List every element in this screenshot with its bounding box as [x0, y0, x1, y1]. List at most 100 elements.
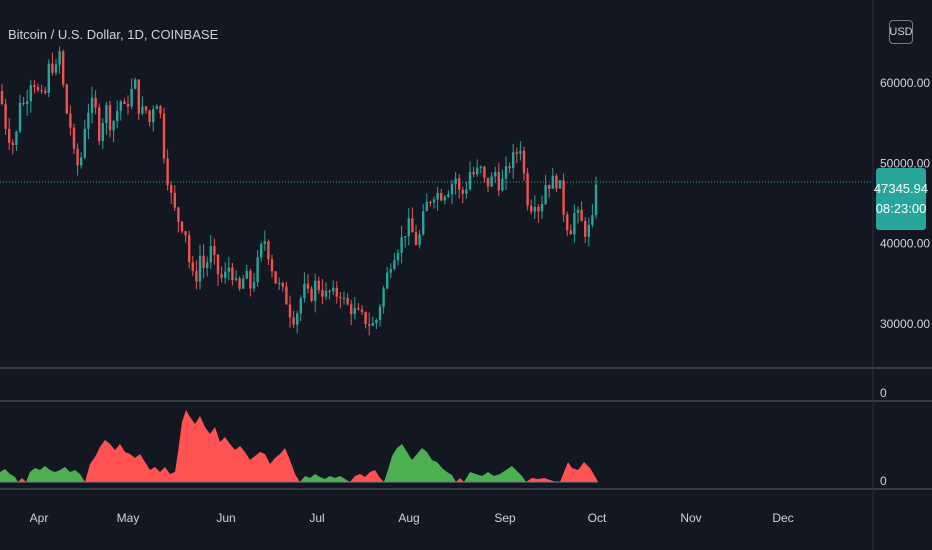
time-axis-label: Oct	[588, 511, 607, 525]
candle-body	[465, 189, 468, 194]
time-axis-label: Apr	[30, 511, 49, 525]
candle-body	[508, 166, 511, 169]
time-axis[interactable]: Apr May Jun Jul Aug Sep Oct Nov Dec	[30, 511, 794, 525]
candle-body	[224, 271, 227, 278]
candle-body	[324, 290, 328, 297]
candle-body	[80, 157, 83, 166]
candle-body	[396, 252, 400, 261]
candle-body	[454, 178, 457, 184]
candle-body	[548, 184, 551, 189]
candle-body	[58, 51, 61, 65]
candle-body	[566, 214, 569, 231]
candle-body	[188, 235, 191, 263]
indicator-area	[85, 410, 300, 482]
last-price-value: 47345.94	[873, 181, 929, 196]
candle-body	[11, 142, 14, 146]
candle-body	[4, 104, 7, 129]
candle-body	[144, 106, 148, 111]
candle-body	[519, 150, 522, 154]
candle-body	[440, 193, 443, 201]
candle-body	[76, 148, 79, 166]
candle-body	[504, 166, 508, 179]
candle-body	[360, 309, 364, 312]
candle-body	[544, 184, 547, 205]
candle-body	[8, 128, 11, 143]
candle-body	[407, 218, 410, 237]
time-axis-label: Aug	[398, 511, 419, 525]
candle-body	[375, 320, 378, 324]
candle-body	[216, 254, 220, 275]
price-axis-label: 60000.00	[880, 76, 930, 90]
candle-body	[357, 308, 360, 310]
last-price-tag: 47345.94 08:23:00	[873, 168, 929, 230]
candle-body	[411, 218, 414, 233]
candle-body	[234, 278, 238, 280]
candle-body	[587, 224, 590, 237]
candle-body	[40, 90, 43, 92]
candle-body	[461, 189, 464, 194]
candle-body	[494, 172, 497, 177]
candle-body	[177, 207, 180, 222]
candle-body	[436, 193, 439, 200]
candle-body	[569, 230, 572, 235]
candle-body	[314, 280, 317, 301]
indicator-histogram	[0, 410, 598, 483]
candle-body	[83, 128, 86, 158]
candle-body	[231, 267, 234, 280]
candle-body	[166, 158, 169, 186]
candle-body	[180, 221, 184, 232]
candle-body	[260, 244, 263, 258]
candle-body	[206, 262, 209, 268]
time-axis-label: Nov	[680, 511, 701, 525]
candle-body	[191, 262, 194, 271]
candle-body	[450, 183, 454, 195]
candle-body	[62, 51, 65, 85]
candle-body	[278, 283, 281, 285]
candle-body	[36, 87, 40, 91]
candle-body	[162, 113, 166, 159]
candle-body	[15, 131, 18, 146]
candle-body	[584, 221, 587, 237]
candle-body	[227, 267, 230, 272]
candle-body	[220, 274, 223, 278]
candle-body	[393, 260, 396, 270]
candle-body	[101, 123, 104, 141]
candle-body	[537, 206, 540, 212]
indicator-upper-zero-label: 0	[880, 386, 887, 400]
candle-body	[332, 287, 335, 291]
candle-body	[213, 246, 216, 255]
candle-body	[94, 97, 97, 108]
candle-body	[263, 241, 266, 245]
candle-body	[501, 178, 504, 191]
candle-body	[119, 101, 122, 111]
candle-body	[317, 280, 320, 291]
time-axis-label: May	[117, 511, 140, 525]
candle-body	[400, 237, 403, 253]
candle-body	[432, 199, 436, 203]
candle-body	[429, 201, 432, 203]
candle-body	[245, 270, 248, 279]
candlestick-series	[0, 46, 598, 336]
candle-body	[490, 176, 493, 187]
candle-body	[252, 282, 256, 289]
candle-body	[310, 288, 313, 301]
candle-body	[148, 110, 151, 123]
candle-body	[386, 272, 389, 289]
candle-body	[306, 283, 310, 289]
candle-body	[591, 215, 594, 225]
candle-body	[530, 205, 533, 212]
price-axis[interactable]: 60000.00 50000.00 40000.00 30000.00	[880, 76, 930, 331]
candle-body	[296, 313, 299, 325]
candle-body	[141, 106, 144, 114]
price-axis-label: 30000.00	[880, 317, 930, 331]
candle-body	[368, 324, 371, 326]
symbol-title[interactable]: Bitcoin / U.S. Dollar, 1D, COINBASE	[8, 27, 219, 42]
indicator-area	[350, 470, 384, 482]
candle-body	[22, 102, 25, 104]
candle-body	[108, 105, 112, 131]
currency-button[interactable]: USD	[889, 20, 913, 44]
candle-body	[184, 231, 187, 236]
candle-body	[389, 269, 392, 273]
candle-body	[54, 64, 58, 73]
